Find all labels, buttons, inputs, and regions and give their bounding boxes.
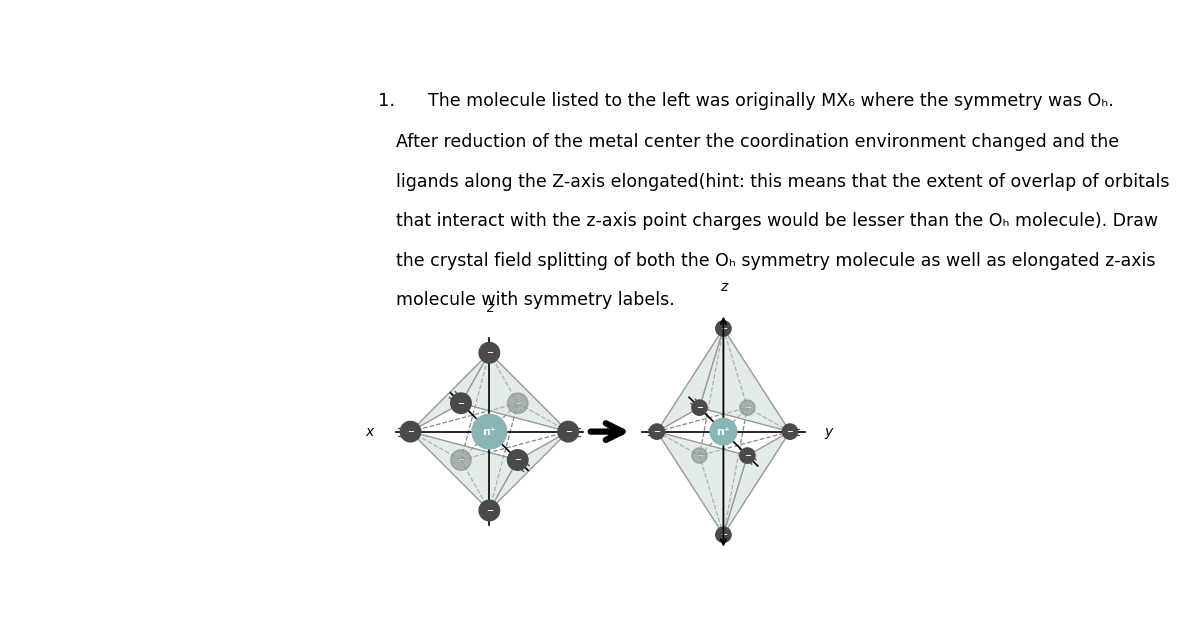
Text: −: − [786, 427, 793, 436]
Circle shape [710, 419, 737, 445]
Circle shape [739, 400, 755, 415]
Circle shape [715, 321, 731, 336]
Text: y: y [824, 424, 833, 438]
Text: −: − [457, 456, 464, 465]
Text: that interact with the z-axis point charges would be lesser than the Oₕ molecule: that interact with the z-axis point char… [396, 212, 1158, 230]
Circle shape [649, 424, 665, 439]
Polygon shape [410, 431, 517, 511]
Polygon shape [410, 353, 490, 431]
Text: −: − [486, 506, 493, 515]
Polygon shape [461, 353, 568, 431]
Text: x: x [614, 424, 622, 438]
Circle shape [451, 450, 472, 470]
Text: molecule with symmetry labels.: molecule with symmetry labels. [396, 291, 674, 309]
Text: −: − [457, 399, 464, 408]
Text: n⁺: n⁺ [716, 427, 731, 436]
Text: x: x [365, 424, 373, 438]
Text: −: − [653, 427, 660, 436]
Text: ligands along the Z-axis elongated(hint: this means that the extent of overlap o: ligands along the Z-axis elongated(hint:… [396, 173, 1169, 191]
Text: −: − [486, 348, 493, 357]
Circle shape [715, 527, 731, 542]
Circle shape [508, 450, 528, 470]
Circle shape [692, 448, 707, 463]
Circle shape [739, 448, 755, 463]
Circle shape [508, 393, 528, 413]
Circle shape [479, 500, 499, 521]
Polygon shape [656, 328, 724, 431]
Text: 1.: 1. [378, 92, 396, 109]
Text: −: − [696, 451, 703, 460]
Polygon shape [490, 431, 568, 511]
Polygon shape [724, 431, 790, 535]
Polygon shape [700, 328, 790, 431]
Text: z: z [720, 280, 727, 294]
Circle shape [472, 414, 506, 449]
Text: −: − [720, 324, 727, 333]
Text: −: − [515, 399, 521, 408]
Circle shape [401, 421, 421, 442]
Text: The molecule listed to the left was originally MX₆ where the symmetry was Oₕ.: The molecule listed to the left was orig… [427, 92, 1114, 109]
Circle shape [558, 421, 578, 442]
Polygon shape [656, 431, 748, 535]
Circle shape [692, 400, 707, 415]
Text: −: − [744, 451, 751, 460]
Text: −: − [515, 456, 521, 465]
Text: −: − [720, 530, 727, 540]
Text: y: y [606, 424, 613, 438]
Circle shape [479, 342, 499, 363]
Text: −: − [565, 427, 571, 436]
Text: After reduction of the metal center the coordination environment changed and the: After reduction of the metal center the … [396, 134, 1118, 152]
Text: n⁺: n⁺ [482, 427, 497, 436]
Text: −: − [744, 403, 751, 412]
Circle shape [782, 424, 798, 439]
Circle shape [451, 393, 472, 413]
Text: −: − [696, 403, 703, 412]
Text: the crystal field splitting of both the Oₕ symmetry molecule as well as elongate: the crystal field splitting of both the … [396, 252, 1156, 269]
Text: z: z [486, 301, 493, 316]
Text: −: − [407, 427, 414, 436]
